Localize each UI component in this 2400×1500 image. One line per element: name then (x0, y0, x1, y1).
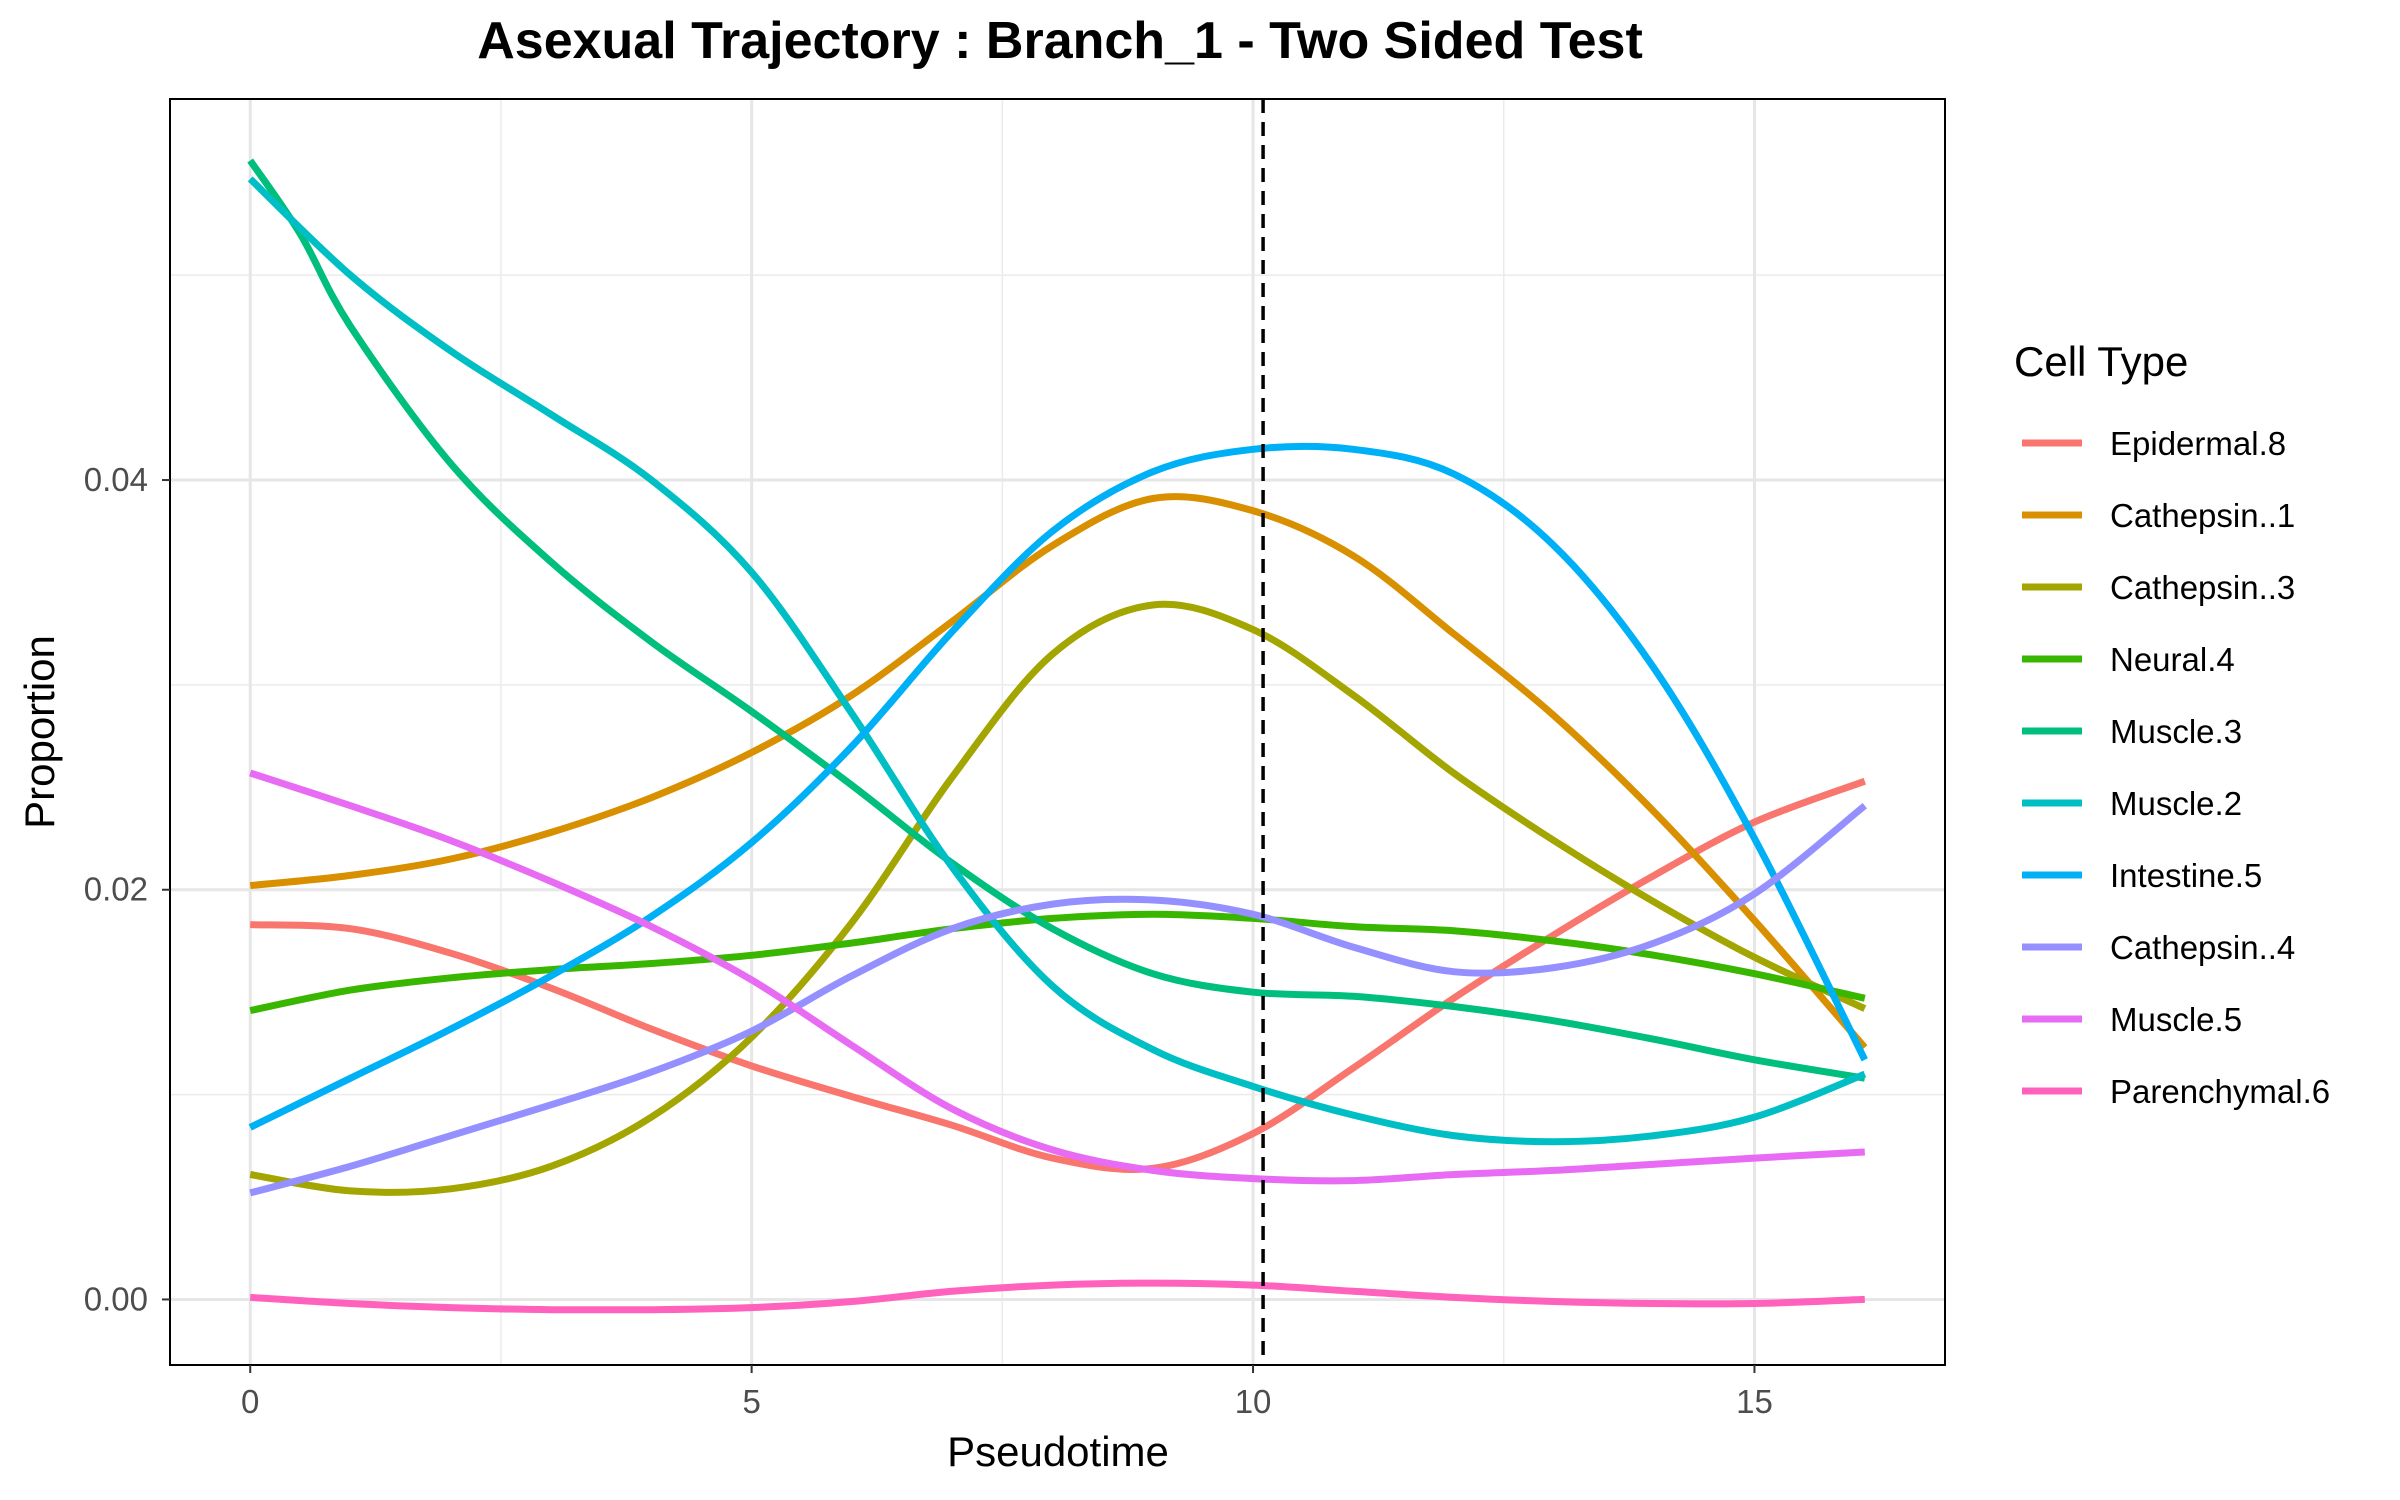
x-tick-label: 10 (1235, 1383, 1272, 1420)
series-line-epidermal-8 (250, 777, 1867, 1173)
x-axis-title: Pseudotime (947, 1428, 1169, 1475)
x-tick-label: 5 (742, 1383, 760, 1420)
grid-lines (170, 99, 1945, 1365)
series-line-muscle-5 (249, 769, 1865, 1185)
x-axis-ticks: 0 5 10 15 (241, 1365, 1773, 1420)
legend-title: Cell Type (2014, 338, 2188, 385)
y-tick-label: 0.00 (84, 1280, 148, 1317)
y-tick-label: 0.04 (84, 461, 148, 498)
legend-items: Epidermal.8 Cathepsin..1 Cathepsin..3 Neura… (2022, 425, 2330, 1110)
series-line-muscle-2 (247, 176, 1867, 1146)
legend-label-neural-4: Neural.4 (2110, 641, 2235, 678)
y-tick-label: 0.02 (84, 871, 148, 908)
legend-label-cathepsin-4: Cathepsin..4 (2110, 929, 2295, 966)
series-line-intestine-5 (248, 442, 1868, 1131)
plot-panel-border (169, 98, 1946, 1366)
y-axis-title: Proportion (16, 635, 63, 829)
legend-label-cathepsin-3: Cathepsin..3 (2110, 569, 2295, 606)
legend-label-intestine-5: Intestine.5 (2110, 857, 2262, 894)
legend-label-muscle-5: Muscle.5 (2110, 1001, 2242, 1038)
series-line-muscle-3 (247, 158, 1866, 1082)
series-line-cathepsin-3 (249, 600, 1867, 1196)
series-line-cathepsin-4 (249, 802, 1867, 1197)
series-line-neural-4 (249, 910, 1866, 1015)
legend: Cell Type Epidermal.8 Cathepsin..1 Catheps… (2014, 338, 2330, 1110)
legend-label-cathepsin-1: Cathepsin..1 (2110, 497, 2295, 534)
legend-label-muscle-2: Muscle.2 (2110, 785, 2242, 822)
x-tick-label: 15 (1736, 1383, 1773, 1420)
legend-label-epidermal-8: Epidermal.8 (2110, 425, 2286, 462)
series-line-parenchymal-6 (249, 1279, 1865, 1314)
legend-label-muscle-3: Muscle.3 (2110, 713, 2242, 750)
y-axis-ticks: 0.00 0.02 0.04 (84, 461, 170, 1317)
chart-title: Asexual Trajectory : Branch_1 - Two Side… (477, 12, 1643, 70)
series-line-cathepsin-1 (249, 493, 1868, 1050)
series-lines (247, 99, 1868, 1365)
legend-label-parenchymal-6: Parenchymal.6 (2110, 1073, 2330, 1110)
x-tick-label: 0 (241, 1383, 259, 1420)
